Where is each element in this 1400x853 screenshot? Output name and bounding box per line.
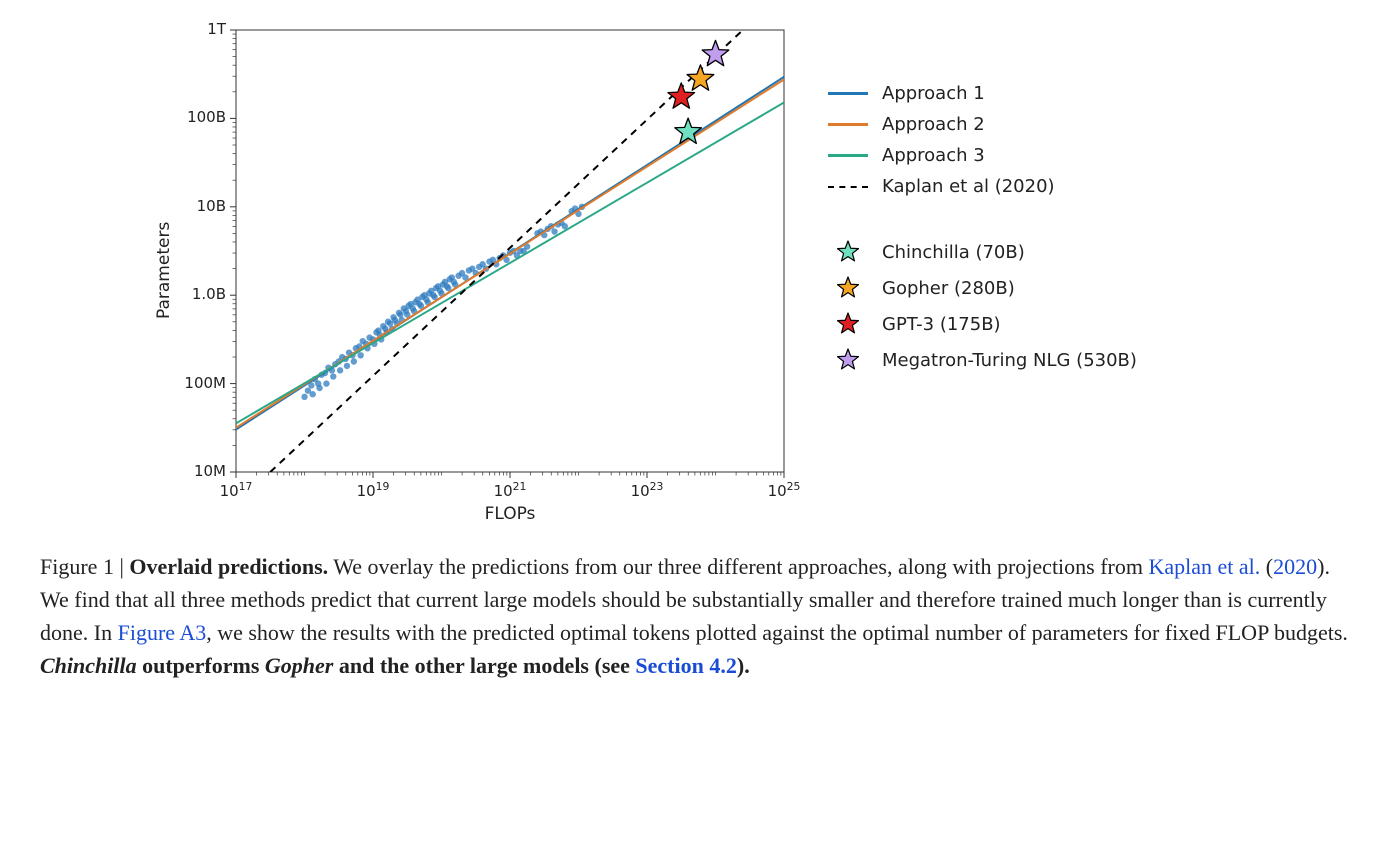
caption-span: Overlaid predictions. [129,554,328,579]
x-tick-label: 1017 [211,480,261,500]
legend-lines-group: Approach 1 Approach 2 Approach 3 Kaplan et … [828,78,1137,202]
legend-line-swatch [828,154,868,157]
caption-span: ). [737,653,750,678]
y-tick-label: 100B [166,108,226,126]
caption-span: , we show the results with the predicted… [206,620,1348,645]
legend-star-icon [828,347,868,373]
y-tick-label: 10M [166,462,226,480]
x-tick-label: 1019 [348,480,398,500]
x-tick-label: 1021 [485,480,535,500]
legend-star-icon [828,275,868,301]
legend-line-swatch [828,123,868,126]
legend-line-item: Approach 2 [828,109,1137,140]
caption-span: ( [1260,554,1273,579]
caption-span: Section 4.2 [635,653,736,678]
legend-line-swatch [828,92,868,95]
caption-span: and the other large models (see [333,653,635,678]
legend-star-label: Megatron-Turing NLG (530B) [882,350,1137,371]
legend-star-item: Chinchilla (70B) [828,234,1137,270]
caption-span: Gopher [265,653,333,678]
legend-line-label: Approach 2 [882,114,985,135]
y-tick-label: 1.0B [166,285,226,303]
legend-star-item: Gopher (280B) [828,270,1137,306]
caption-span: We overlay the predictions from our thre… [328,554,1148,579]
legend-line-swatch [828,186,868,188]
legend-star-label: Gopher (280B) [882,278,1015,299]
caption-span: Chinchilla [40,653,137,678]
y-tick-label: 100M [166,374,226,392]
legend-star-item: GPT-3 (175B) [828,306,1137,342]
chart-area: 10M100M1.0B10B100B1T 1017101910211023102… [174,20,794,520]
legend-line-item: Approach 1 [828,78,1137,109]
y-axis-label: Parameters [150,20,174,520]
scatter-chart [174,20,794,520]
legend-line-label: Approach 3 [882,145,985,166]
y-tick-label: 10B [166,197,226,215]
legend-line-item: Kaplan et al (2020) [828,171,1137,202]
legend-star-label: GPT-3 (175B) [882,314,1001,335]
y-tick-label: 1T [166,20,226,38]
legend-star-icon [828,239,868,265]
legend-line-item: Approach 3 [828,140,1137,171]
caption-span: 2020 [1273,554,1317,579]
legend-star-item: Megatron-Turing NLG (530B) [828,342,1137,378]
x-tick-label: 1025 [759,480,809,500]
x-tick-label: 1023 [622,480,672,500]
caption-span: outperforms [137,653,265,678]
figure-row: Parameters 10M 100M 1.0B 10B 100B 1T 1017 1019… [150,20,1360,520]
legend-star-icon [828,311,868,337]
legend-star-label: Chinchilla (70B) [882,242,1025,263]
figure-page: Parameters 10M 100M 1.0B 10B 100B 1T 1017 1019… [0,0,1400,853]
legend-line-label: Kaplan et al (2020) [882,176,1055,197]
caption-span: Figure A3 [118,620,207,645]
caption-span: Kaplan et al. [1149,554,1261,579]
figure-caption: Figure 1 | Overlaid predictions. We over… [40,550,1360,682]
legend-line-label: Approach 1 [882,83,985,104]
legend: Approach 1 Approach 2 Approach 3 Kaplan et … [828,78,1137,410]
x-axis-label: FLOPs [236,504,784,524]
caption-span: Figure 1 | [40,554,129,579]
legend-stars-group: Chinchilla (70B) Gopher (280B) GPT-3 (175B… [828,234,1137,378]
chart-block: Parameters 10M 100M 1.0B 10B 100B 1T 1017 1019… [150,20,794,520]
